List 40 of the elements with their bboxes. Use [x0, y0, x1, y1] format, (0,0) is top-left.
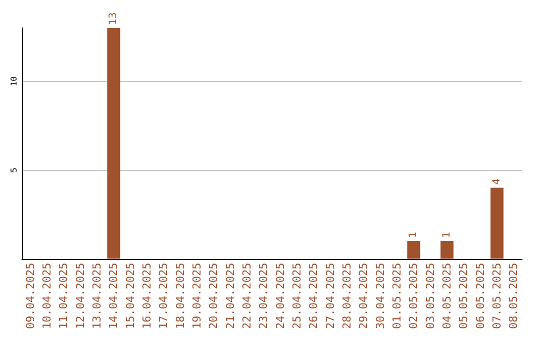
data-label: 13 — [108, 12, 120, 25]
x-tick-label: 16.04.2025 — [140, 262, 154, 330]
x-tick-label: 08.05.2025 — [507, 262, 520, 330]
x-tick-label: 03.05.2025 — [424, 262, 437, 330]
bar — [107, 28, 120, 259]
x-tick-label: 25.04.2025 — [290, 262, 304, 330]
x-tick-label: 29.04.2025 — [357, 262, 370, 330]
x-tick-label: 11.04.2025 — [57, 262, 70, 330]
x-tick-label: 05.05.2025 — [457, 262, 470, 330]
x-tick-label: 15.04.2025 — [124, 262, 137, 330]
x-tick-label: 13.04.2025 — [90, 262, 104, 330]
data-label: 1 — [408, 232, 420, 238]
x-tick-label: 24.04.2025 — [274, 262, 287, 330]
x-tick-label: 01.05.2025 — [390, 262, 404, 330]
y-tick-label: 5 — [10, 167, 18, 172]
bar — [407, 241, 420, 259]
x-tick-label: 22.04.2025 — [240, 262, 254, 330]
x-tick-label: 28.04.2025 — [340, 262, 354, 330]
x-tick-label: 14.04.2025 — [107, 262, 120, 330]
x-tick-label: 27.04.2025 — [324, 262, 337, 330]
data-label: 1 — [442, 232, 452, 238]
x-tick-label: 21.04.2025 — [224, 262, 237, 330]
x-tick-label: 02.05.2025 — [407, 262, 420, 330]
x-tick-label: 10.04.2025 — [40, 262, 54, 330]
x-tick-label: 30.04.2025 — [374, 262, 387, 330]
x-tick-label: 09.04.2025 — [24, 262, 37, 330]
x-tick-label: 19.04.2025 — [190, 262, 204, 330]
x-tick-label: 07.05.2025 — [490, 262, 504, 330]
x-tick-label: 20.04.2025 — [207, 262, 220, 330]
data-label: 4 — [492, 178, 502, 185]
x-tick-label: 17.04.2025 — [157, 262, 170, 330]
bar — [490, 188, 504, 259]
x-tick-label: 18.04.2025 — [174, 262, 187, 330]
bar — [440, 241, 454, 259]
x-tick-label: 12.04.2025 — [74, 262, 87, 330]
x-tick-label: 26.04.2025 — [307, 262, 320, 330]
x-tick-label: 23.04.2025 — [257, 262, 270, 330]
x-tick-label: 06.05.2025 — [474, 262, 487, 330]
x-tick-label: 04.05.2025 — [440, 262, 454, 330]
y-tick-label: 10 — [10, 76, 18, 86]
